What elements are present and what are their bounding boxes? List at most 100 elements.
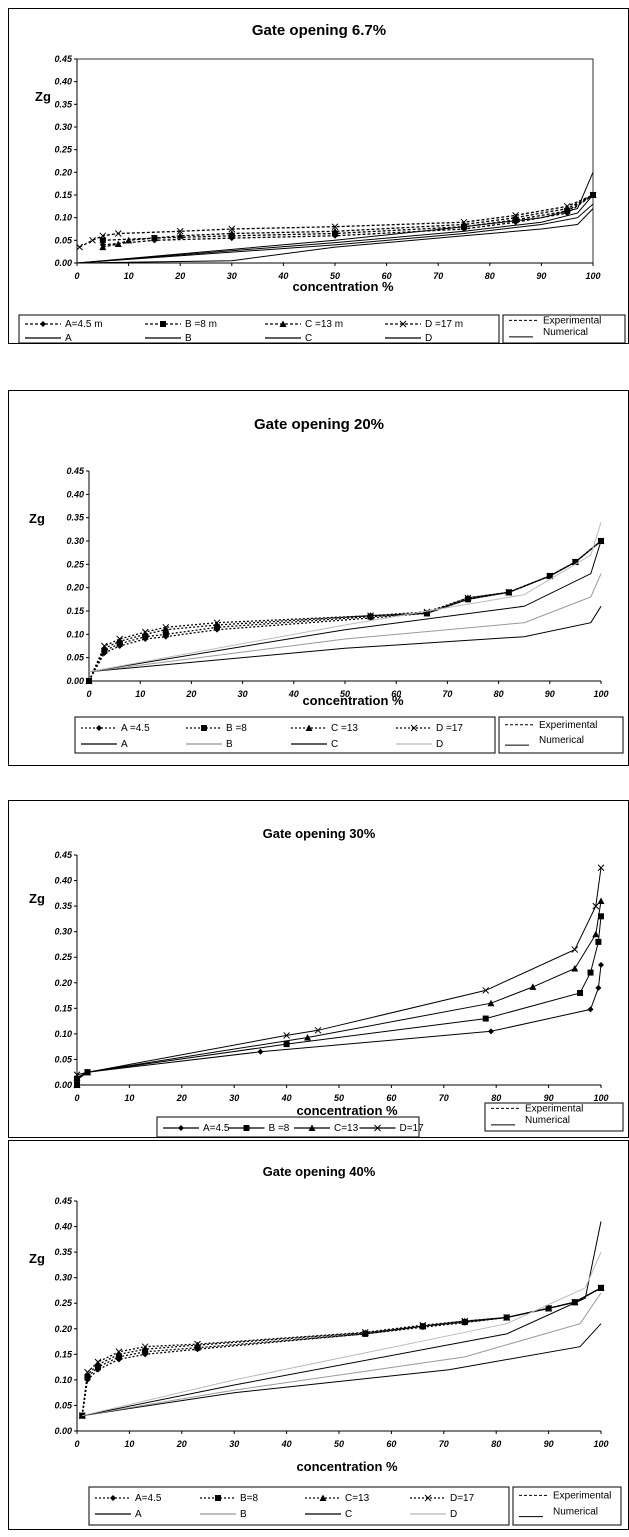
chart4-xtick-label: 50 bbox=[334, 1439, 344, 1449]
chart4-data-point-stroke-b bbox=[545, 1304, 552, 1312]
chart1-data-point-stroke-b bbox=[228, 225, 236, 233]
chart4-data-point bbox=[361, 1329, 369, 1336]
chart-panel-3: Gate opening 30% 0.00 0.05 0.10 0.15 0.20 0.25… bbox=[8, 800, 629, 1138]
chart1-series-line bbox=[76, 172, 594, 264]
chart1-ytick-label: 0.20 bbox=[54, 167, 72, 177]
chart2-xtick-label: 10 bbox=[135, 689, 145, 699]
chart3-data-point bbox=[597, 864, 605, 872]
chart4-experimental-label: Experimental bbox=[553, 1490, 611, 1501]
chart2-series-line bbox=[88, 522, 602, 673]
chart1-legend-marker bbox=[40, 321, 46, 327]
chart2-legend-box bbox=[74, 716, 496, 754]
chart1-xtick-label: 10 bbox=[124, 271, 134, 281]
chart-panel-4: Gate opening 40% 0.00 0.05 0.10 0.15 0.20 0.25… bbox=[8, 1140, 629, 1530]
chart3-data-point bbox=[304, 1033, 312, 1041]
chart2-data-point-stroke-b bbox=[101, 642, 108, 650]
chart4-data-point-stroke-b bbox=[361, 1329, 369, 1336]
chart4-data-point bbox=[115, 1350, 123, 1358]
chart3-data-point-stroke-b bbox=[73, 1081, 81, 1089]
chart1-legend-item: A bbox=[65, 333, 72, 344]
chart4-data-point bbox=[84, 1368, 91, 1376]
chart1-data-point bbox=[125, 236, 133, 244]
chart2-data-point-stroke-b bbox=[162, 623, 170, 631]
chart2-data-point bbox=[116, 637, 124, 645]
chart1-data-point bbox=[176, 232, 184, 239]
chart3-ytick-label: 0.40 bbox=[54, 876, 72, 886]
chart4-series-line bbox=[81, 1287, 602, 1416]
chart2-xtick-label: 40 bbox=[288, 689, 299, 699]
chart3-data-point-stroke-b bbox=[592, 902, 600, 910]
chart1-data-point bbox=[76, 243, 83, 251]
chart3-title: Gate opening 30% bbox=[263, 826, 376, 841]
chart1-experimental-label: Experimental bbox=[543, 315, 601, 326]
chart4-xtick-label: 30 bbox=[229, 1439, 239, 1449]
chart3-xtick-label: 20 bbox=[176, 1093, 187, 1103]
chart4-series-line bbox=[82, 1323, 602, 1417]
chart4-series-5 bbox=[82, 1323, 602, 1417]
chart1-xtick-label: 80 bbox=[485, 271, 495, 281]
chart4-ytick-label: 0.25 bbox=[54, 1298, 73, 1308]
chart1-ytick-label: 0.10 bbox=[54, 213, 72, 223]
chart2-legend-item: C bbox=[331, 739, 338, 750]
chart4-xtick-label: 60 bbox=[386, 1439, 396, 1449]
chart3-ytick-label: 0.25 bbox=[54, 952, 73, 962]
chart2-series-7 bbox=[88, 540, 602, 673]
chart4-legend-marker-stroke-b bbox=[424, 1494, 432, 1502]
chart4-series-4 bbox=[78, 1284, 605, 1420]
chart1-xtick-label: 20 bbox=[174, 271, 185, 281]
chart4-ytick-label: 0.35 bbox=[54, 1247, 73, 1257]
chart3-xtick-label: 50 bbox=[334, 1093, 344, 1103]
chart3-data-point-stroke-b bbox=[73, 1071, 81, 1079]
chart2-xtick-label: 80 bbox=[494, 689, 504, 699]
chart4-legend-item: D=17 bbox=[450, 1493, 475, 1504]
chart2-data-point-stroke-b bbox=[367, 612, 374, 620]
chart4-data-point bbox=[141, 1343, 149, 1351]
chart3-data-point-stroke-b bbox=[283, 1032, 290, 1039]
chart1-legend-item: B =8 m bbox=[185, 319, 217, 330]
chart4-series-6 bbox=[82, 1292, 602, 1417]
chart1-xtick-label: 50 bbox=[330, 271, 340, 281]
chart2-xtick-label: 100 bbox=[593, 689, 608, 699]
chart3-data-point bbox=[595, 984, 602, 991]
chart4-xtick-label: 80 bbox=[491, 1439, 501, 1449]
chart1-ytick-label: 0.45 bbox=[54, 54, 73, 64]
chart-svg-3: Gate opening 30% 0.00 0.05 0.10 0.15 0.20 0.25… bbox=[29, 826, 624, 1138]
chart2-title: Gate opening 20% bbox=[254, 416, 384, 433]
chart3-data-point-stroke-b bbox=[314, 1026, 322, 1034]
chart2-ytick-label: 0.40 bbox=[66, 489, 84, 499]
chart-panel-2: Gate opening 20% 0.00 0.05 0.10 0.15 0.20 0.25… bbox=[8, 390, 629, 766]
chart1-series-line bbox=[76, 203, 594, 264]
chart3-xtick-label: 70 bbox=[439, 1093, 449, 1103]
chart2-ytick-label: 0.35 bbox=[66, 513, 85, 523]
chart4-series-line bbox=[82, 1251, 602, 1417]
chart2-legend-item: A =4.5 bbox=[121, 723, 150, 734]
chart2-data-point bbox=[116, 635, 124, 643]
chart1-series-6 bbox=[76, 203, 594, 264]
chart2-legend-item: A bbox=[121, 739, 128, 750]
chart3-data-point bbox=[84, 1068, 91, 1076]
chart2-data-point-stroke-b bbox=[85, 677, 93, 685]
chart3-legend-marker bbox=[243, 1125, 250, 1131]
chart3-xtick-label: 40 bbox=[281, 1093, 292, 1103]
chart2-ytick-label: 0.15 bbox=[66, 606, 85, 616]
chart1-legend-item: A=4.5 m bbox=[65, 319, 103, 330]
chart2-data-point-stroke-b bbox=[505, 588, 513, 596]
chart1-legend-marker bbox=[279, 320, 287, 327]
chart4-data-point-stroke-b bbox=[503, 1314, 511, 1321]
chart4-ytick-label: 0.05 bbox=[54, 1400, 73, 1410]
chart2-series-line bbox=[88, 540, 602, 682]
chart1-ytick-label: 0.30 bbox=[54, 122, 72, 132]
chart4-ytick-label: 0.30 bbox=[54, 1273, 72, 1283]
chart1-legend-marker bbox=[160, 321, 166, 327]
chart2-x-axis-label: concentration % bbox=[302, 693, 404, 708]
chart4-x-axis-label: concentration % bbox=[296, 1459, 398, 1474]
chart1-xtick-label: 90 bbox=[536, 271, 546, 281]
chart2-xtick-label: 70 bbox=[442, 689, 452, 699]
chart4-data-point-stroke-b bbox=[419, 1321, 427, 1329]
chart1-xtick-label: 0 bbox=[74, 271, 79, 281]
chart1-data-point bbox=[512, 214, 520, 221]
chart3-xtick-label: 90 bbox=[544, 1093, 554, 1103]
chart4-series-7 bbox=[82, 1221, 602, 1417]
chart1-data-point-stroke-b bbox=[76, 243, 83, 251]
chart2-legend-item: B =8 bbox=[226, 723, 247, 734]
